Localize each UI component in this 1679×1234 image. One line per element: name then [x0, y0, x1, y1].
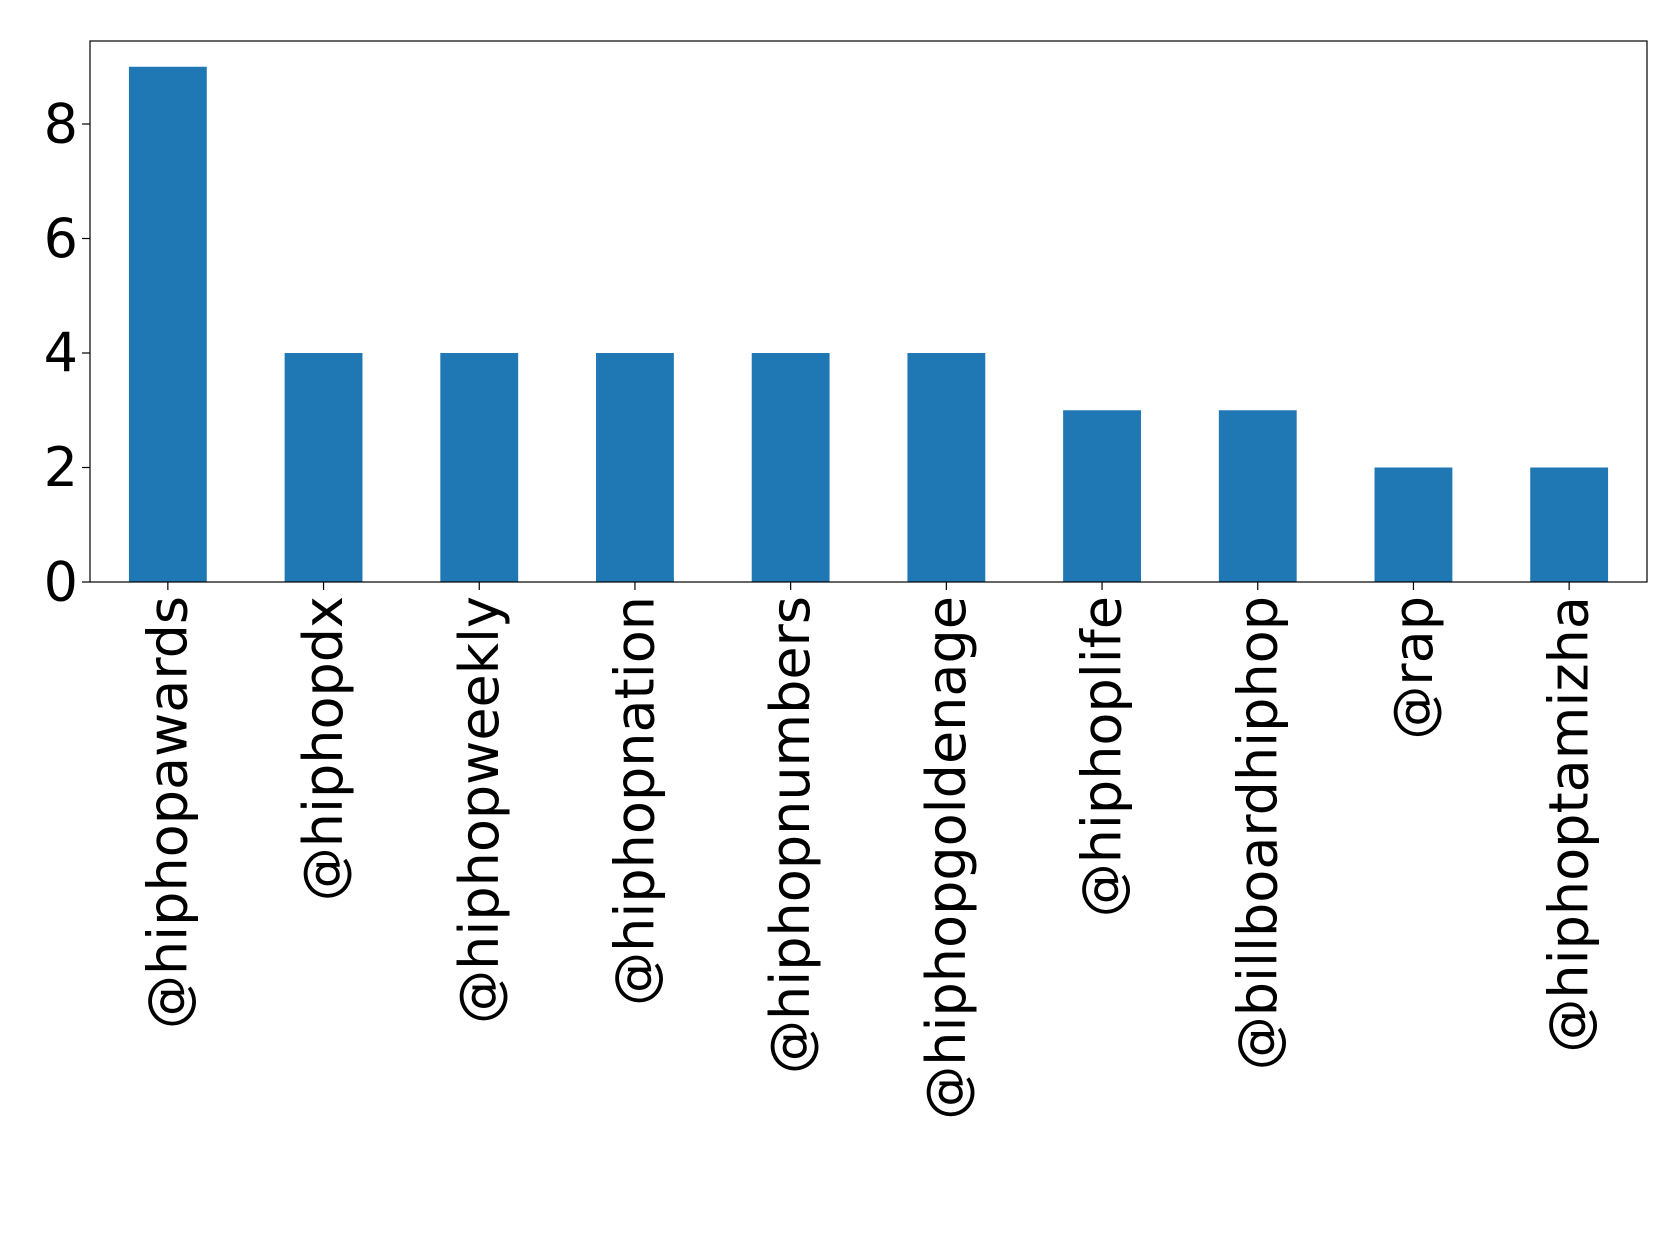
y-tick-label: 4: [44, 322, 78, 385]
bar-hiphopdx: [284, 353, 363, 582]
bar-rap: [1374, 467, 1453, 582]
x-tick-label: @hiphopnation: [603, 596, 666, 1006]
bar-hiphopgoldenage: [907, 353, 986, 582]
x-tick-label: @hiphopnumbers: [759, 596, 822, 1074]
plot-frame: [89, 40, 1648, 583]
x-tick-label: @hiphoplife: [1071, 596, 1134, 917]
x-tick-label: @hiphopweekly: [448, 596, 511, 1024]
axes-layer: 0 2 4 6 8 @hiphopawards @hiphopdx @hiphopweekly…: [44, 40, 1648, 1120]
y-tick-label: 6: [44, 207, 78, 270]
bar-hiphopweekly: [440, 353, 519, 582]
x-tick-label: @hiphoptamizha: [1538, 596, 1601, 1053]
bar-billboardhiphop: [1218, 410, 1297, 582]
bar-hiphoptamizha: [1530, 467, 1609, 582]
y-tick-label: 8: [44, 93, 78, 156]
bars-layer: [128, 66, 1609, 582]
y-tick-label: 0: [44, 551, 78, 614]
bar-hiphopawards: [128, 66, 207, 582]
bar-hiphopnation: [596, 353, 674, 582]
x-tick-label: @hiphopgoldenage: [915, 596, 978, 1120]
x-tick-label: @hiphopdx: [292, 596, 355, 901]
x-tick-label: @billboardhiphop: [1226, 596, 1289, 1070]
x-tick-label: @hiphopawards: [136, 596, 199, 1029]
x-tick-label: @rap: [1382, 596, 1445, 740]
bar-hiphopnumbers: [751, 353, 830, 582]
y-tick-label: 2: [44, 436, 78, 499]
bar-hiphoplife: [1063, 410, 1141, 582]
